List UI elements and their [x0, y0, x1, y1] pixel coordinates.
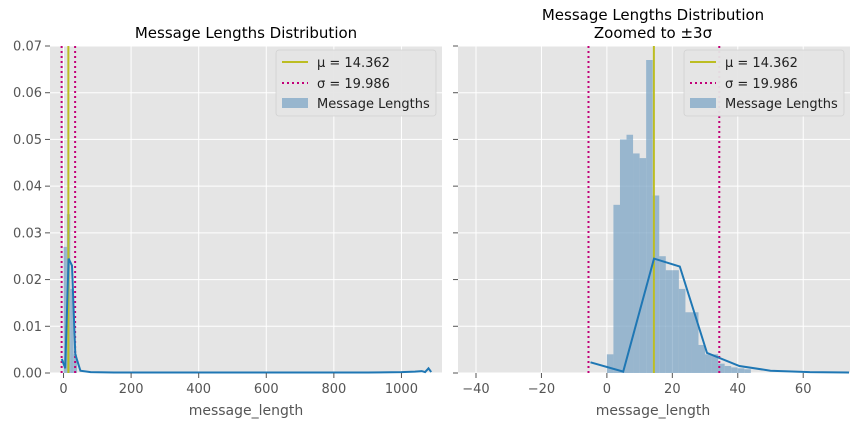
histogram-bar-right — [652, 195, 660, 373]
legend-hist-label-right: Message Lengths — [725, 97, 838, 112]
chart-title-left: Message Lengths Distribution — [135, 24, 357, 42]
y-tick-label-left: 0.03 — [13, 226, 42, 241]
histogram-bar-right — [737, 368, 745, 373]
histogram-bar-right — [626, 134, 634, 373]
legend-mean-label-left: μ = 14.362 — [317, 56, 390, 71]
legend-hist-swatch-left — [282, 98, 308, 108]
histogram-bar-right — [665, 270, 673, 373]
kde-right — [590, 257, 850, 374]
x-tick-label-left: 600 — [254, 382, 279, 397]
x-tick-label-right: 0 — [603, 382, 611, 397]
legend-hist-label-left: Message Lengths — [317, 97, 430, 112]
x-tick-label-left: 200 — [119, 382, 144, 397]
kde-left — [60, 258, 433, 374]
y-ticks-left: 0.00 0.01 0.02 0.03 0.04 0.05 0.06 0.07 — [13, 40, 50, 382]
histogram-bar-right — [731, 367, 738, 373]
histogram-bar-right — [606, 354, 614, 373]
histogram-bar-right — [705, 354, 712, 373]
histogram-right — [606, 60, 751, 374]
histogram-bar-right — [718, 363, 725, 373]
histogram-bar-right — [613, 204, 620, 373]
histogram-bar-right — [646, 60, 653, 374]
y-tick-label-left: 0.02 — [13, 273, 42, 288]
legend-hist-swatch-right — [690, 98, 716, 108]
legend-mean-label-right: μ = 14.362 — [725, 56, 798, 71]
legend-std-label-left: σ = 19.986 — [317, 77, 390, 92]
panel-left: 0.00 0.01 0.02 0.03 0.04 0.05 0.06 0.07 0 200 400… — [13, 24, 442, 419]
x-tick-label-left: 1000 — [385, 382, 418, 397]
legend-left: μ = 14.362 σ = 19.986 Message Lengths — [275, 49, 437, 117]
x-axis-label-right: message_length — [596, 403, 711, 419]
x-ticks-right: −40 −20 0 20 40 60 — [462, 373, 811, 397]
histogram-bar-right — [724, 365, 732, 373]
histogram-bar-right — [698, 344, 706, 373]
y-tick-label-left: 0.00 — [13, 367, 42, 382]
histogram-bar-left — [73, 354, 78, 373]
legend-std-label-right: σ = 19.986 — [725, 77, 798, 92]
histogram-bar-right — [619, 139, 627, 373]
histogram-bar-right — [691, 312, 699, 373]
histogram-bar-right — [678, 288, 686, 373]
y-tick-label-left: 0.05 — [13, 133, 42, 148]
chart-subtitle-right: Zoomed to ±3σ — [594, 24, 713, 42]
kde-line-left — [60, 258, 433, 374]
y-tick-label-left: 0.07 — [13, 40, 42, 55]
x-tick-label-left: 400 — [186, 382, 211, 397]
histogram-bar-right — [744, 369, 751, 373]
histogram-bar-left — [63, 246, 67, 373]
panel-right: −40 −20 0 20 40 60 Message Lengths Distributi… — [453, 6, 850, 419]
x-tick-label-right: 60 — [795, 382, 812, 397]
x-tick-label-right: −20 — [528, 382, 555, 397]
histogram-bar-right — [639, 158, 647, 373]
histogram-bar-right — [711, 354, 719, 373]
kde-line-right — [590, 257, 850, 374]
x-tick-label-right: −40 — [462, 382, 489, 397]
histogram-bar-right — [685, 312, 692, 373]
x-axis-label-left: message_length — [189, 403, 304, 419]
x-tick-label-right: 20 — [664, 382, 681, 397]
y-tick-label-left: 0.04 — [13, 180, 42, 195]
chart-title-right: Message Lengths Distribution — [542, 6, 764, 24]
x-ticks-left: 0 200 400 600 800 1000 — [59, 373, 418, 397]
reference-lines-left — [60, 46, 77, 373]
histogram-bar-right — [633, 153, 640, 373]
x-tick-label-left: 800 — [321, 382, 346, 397]
y-ticks-right — [453, 45, 458, 374]
x-tick-label-left: 0 — [59, 382, 67, 397]
y-tick-label-left: 0.01 — [13, 320, 42, 335]
grid-left — [50, 45, 442, 374]
histogram-bar-left — [70, 288, 74, 373]
legend-box-left — [275, 49, 437, 117]
legend-right: μ = 14.362 σ = 19.986 Message Lengths — [683, 49, 845, 117]
y-tick-label-left: 0.06 — [13, 86, 42, 101]
x-tick-label-right: 40 — [729, 382, 746, 397]
histogram-bar-right — [672, 270, 679, 373]
legend-box-right — [683, 49, 845, 117]
histogram-bar-right — [659, 256, 666, 373]
reference-lines-right — [587, 46, 721, 373]
